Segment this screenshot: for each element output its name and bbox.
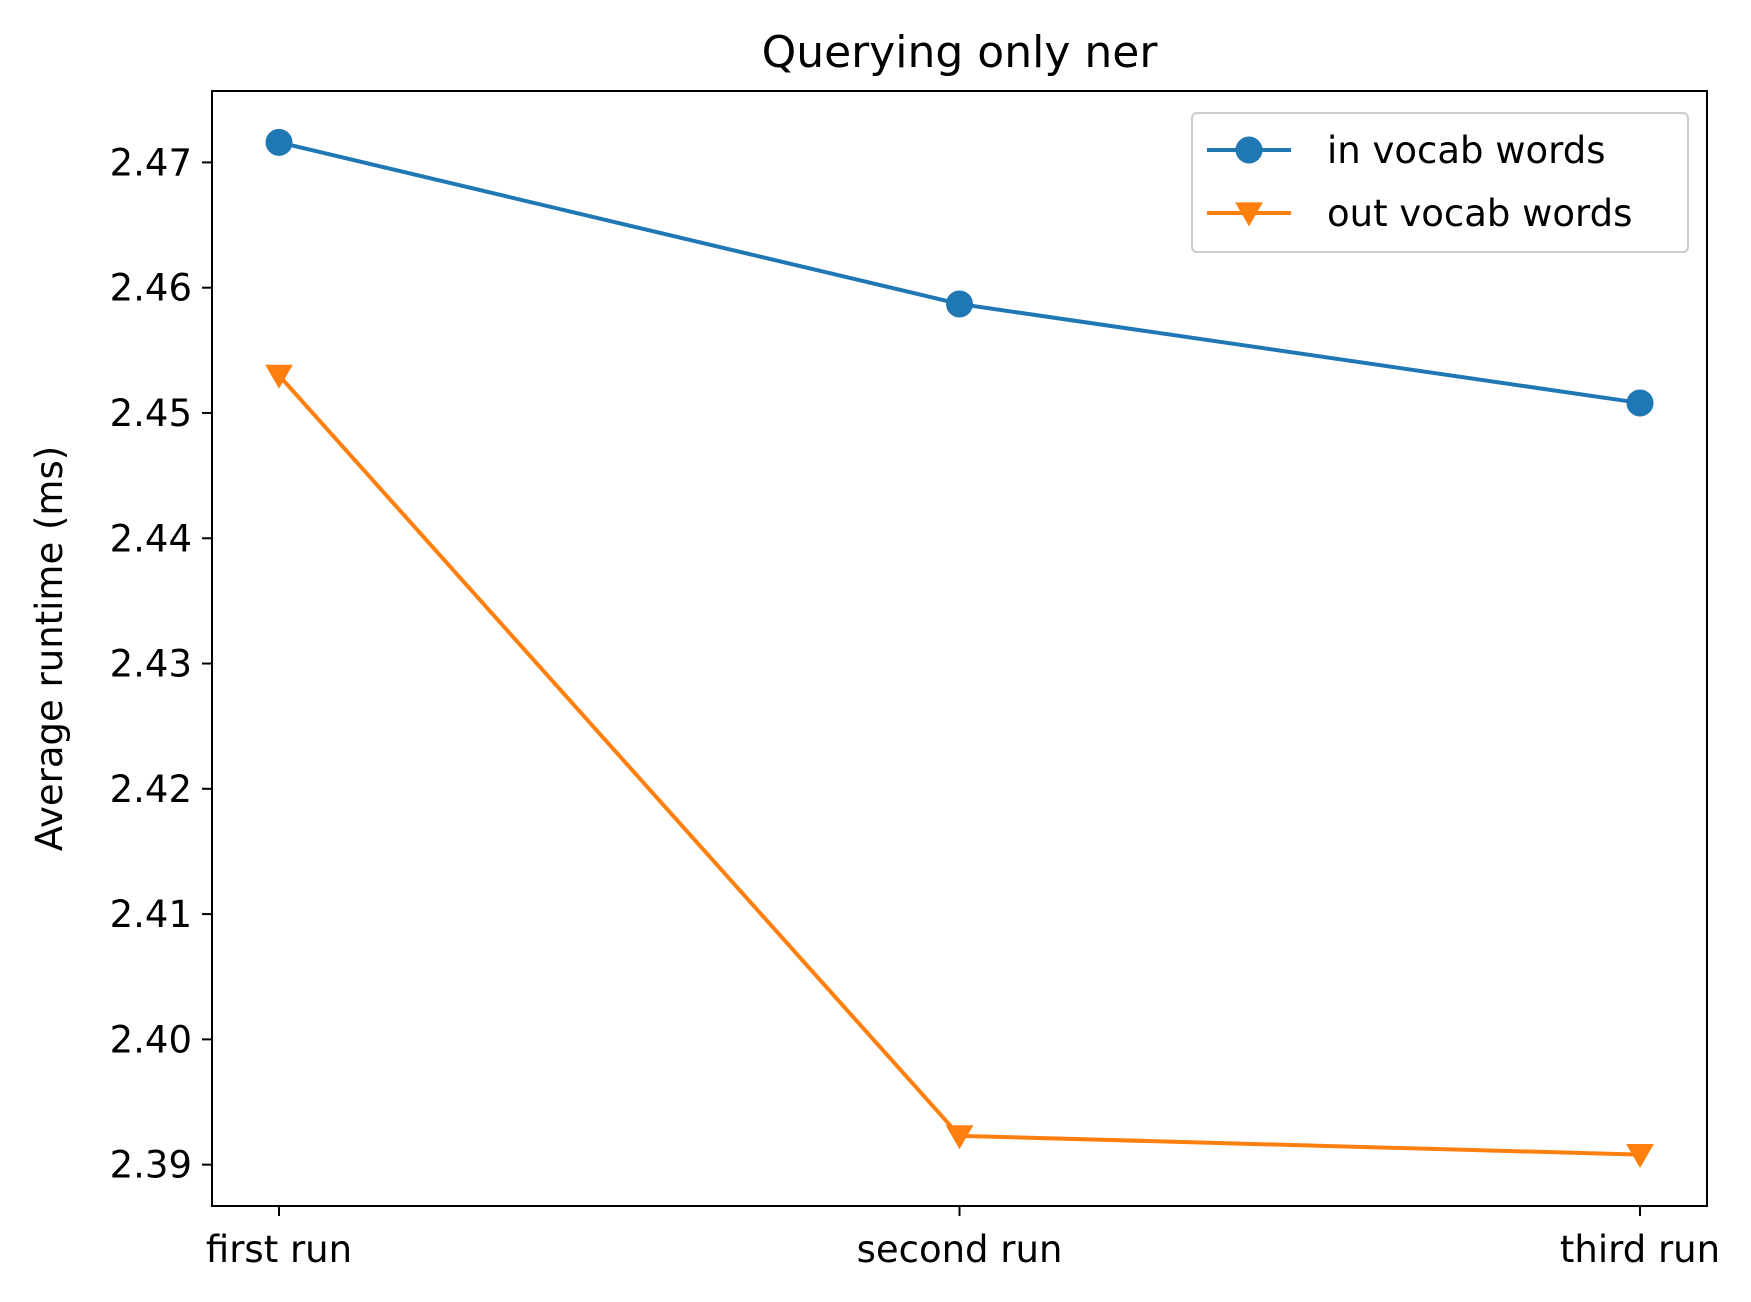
series-0 [265, 128, 1654, 417]
data-point [1626, 1143, 1654, 1168]
y-axis-label: Average runtime (ms) [28, 446, 71, 851]
y-tick-label: 2.41 [110, 893, 192, 936]
series-layer [265, 128, 1654, 1168]
data-point [265, 364, 293, 389]
legend: in vocab words out vocab words [1191, 112, 1689, 253]
legend-marker [1235, 202, 1263, 227]
chart-title: Querying only ner [762, 27, 1159, 78]
y-tick-label: 2.45 [110, 392, 192, 435]
x-tick-label: first run [206, 1228, 352, 1271]
y-tick-label: 2.42 [110, 768, 192, 811]
legend-box [1191, 112, 1689, 253]
y-tick-label: 2.39 [110, 1144, 192, 1187]
legend-label: out vocab words [1327, 192, 1632, 235]
data-point [1626, 389, 1654, 417]
legend-label: in vocab words [1327, 129, 1606, 172]
y-tick-label: 2.44 [110, 517, 192, 560]
y-tick-label: 2.40 [110, 1018, 192, 1061]
x-tick-label: third run [1560, 1228, 1720, 1271]
y-tick-label: 2.43 [110, 643, 192, 686]
y-tick-label: 2.46 [110, 267, 192, 310]
legend-item: in vocab words [1207, 129, 1606, 172]
y-tick-label: 2.47 [110, 141, 192, 184]
legend-marker [1235, 136, 1263, 164]
x-tick-label: second run [857, 1228, 1063, 1271]
y-axis: 2.39 2.40 2.41 2.42 2.43 2.44 2.45 2.46 2.47 [110, 141, 212, 1187]
series-1 [265, 364, 1654, 1168]
data-point [946, 290, 973, 318]
data-point [945, 1125, 974, 1150]
x-axis: first run second run third run [206, 1206, 1720, 1271]
legend-item: out vocab words [1207, 192, 1632, 235]
data-point [265, 128, 293, 156]
